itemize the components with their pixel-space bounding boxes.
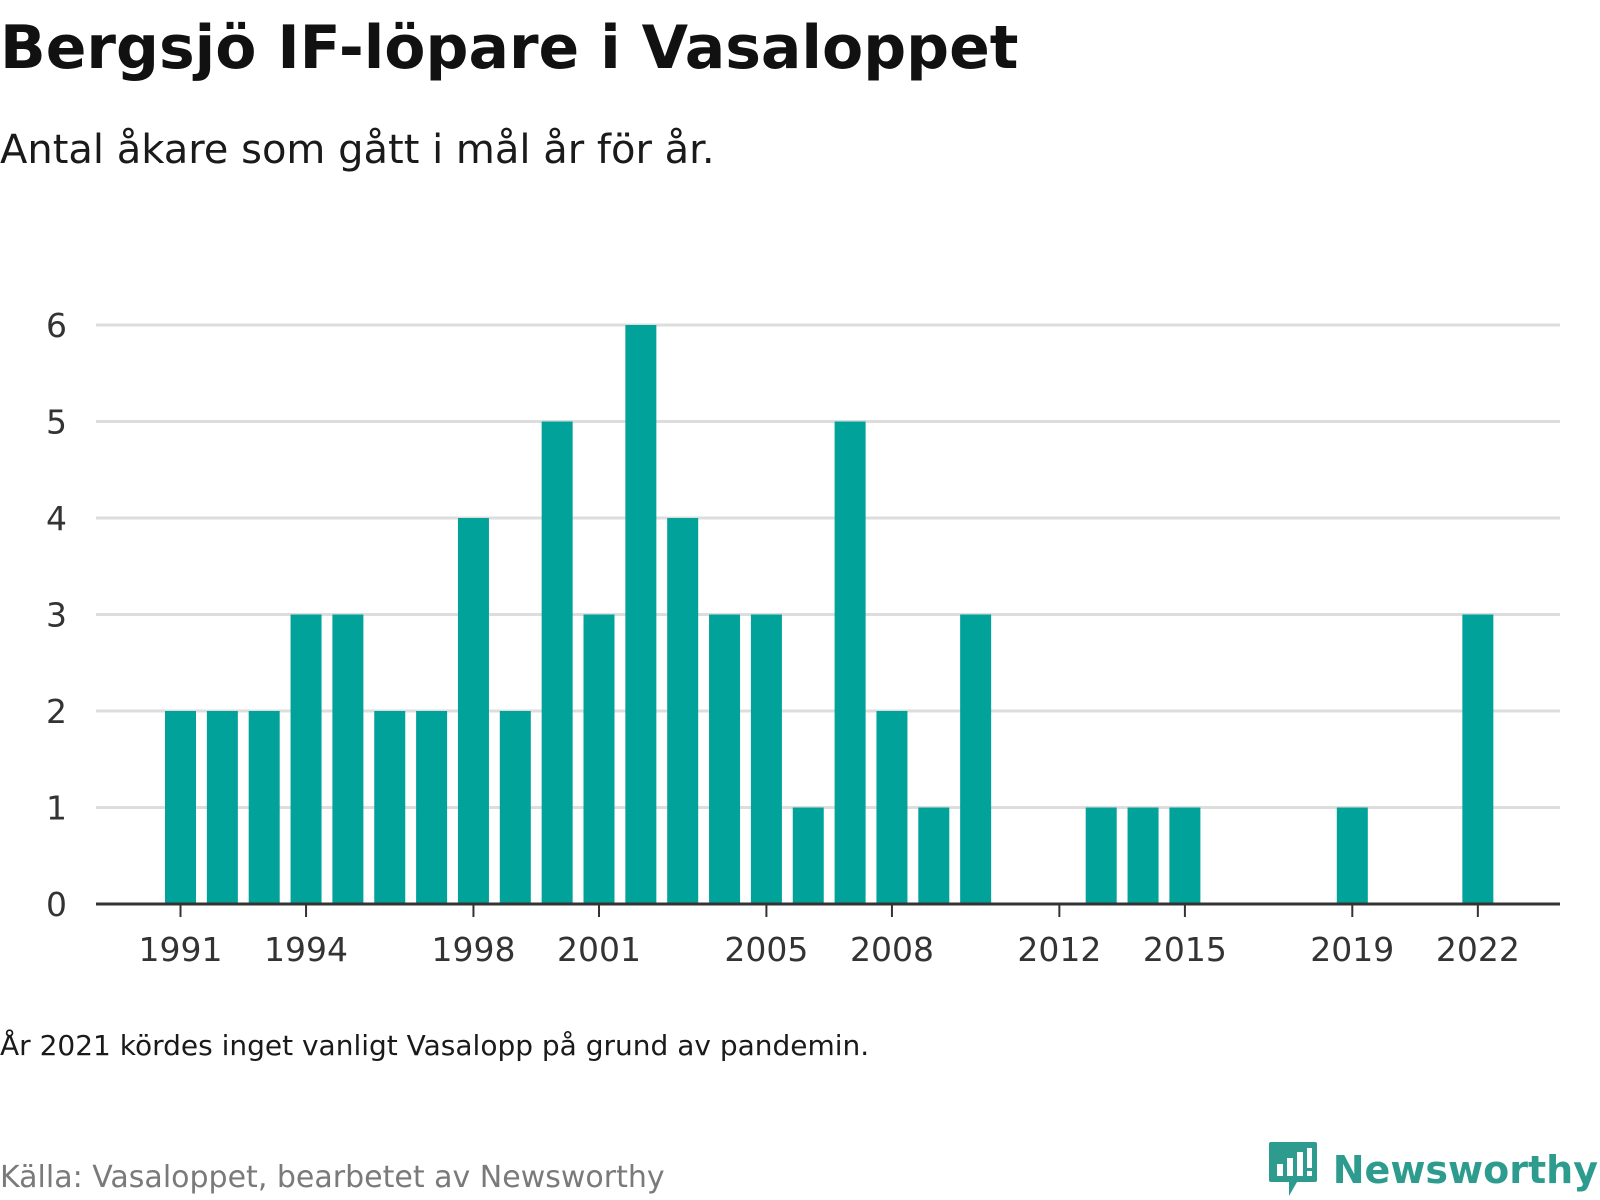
y-tick-label: 2 xyxy=(46,692,67,731)
bar xyxy=(499,711,531,904)
bar xyxy=(625,325,657,904)
bar xyxy=(1462,614,1494,904)
bar xyxy=(1085,807,1117,904)
brand-name: Newsworthy xyxy=(1332,1148,1598,1192)
y-axis-ticks: 0 1 2 3 4 5 6 xyxy=(46,306,67,924)
bar xyxy=(206,711,238,904)
y-tick-label: 0 xyxy=(46,885,67,924)
bar xyxy=(416,711,448,904)
x-tick-label: 1991 xyxy=(139,930,223,969)
bar xyxy=(165,711,196,904)
newsworthy-logo-icon xyxy=(1268,1142,1317,1196)
bar xyxy=(583,614,615,904)
bar xyxy=(1169,807,1201,904)
bar xyxy=(667,518,699,904)
x-tick-label: 2008 xyxy=(850,930,934,969)
y-tick-label: 1 xyxy=(46,789,67,828)
y-tick-label: 3 xyxy=(46,596,67,635)
bar xyxy=(1336,807,1368,904)
bar xyxy=(1127,807,1159,904)
y-tick-label: 5 xyxy=(46,403,67,442)
x-tick-label: 1994 xyxy=(264,930,348,969)
bar xyxy=(457,518,489,904)
chart-subtitle: Antal åkare som gått i mål år för år. xyxy=(0,127,715,173)
x-tick-label: 2001 xyxy=(557,930,641,969)
bar xyxy=(834,421,866,904)
x-tick-label: 2012 xyxy=(1017,930,1101,969)
x-axis-ticks: 1991 1994 1998 2001 2005 2008 2012 2015 2019 2022 xyxy=(139,904,1520,969)
x-tick-label: 2005 xyxy=(724,930,808,969)
brand-logo: Newsworthy xyxy=(1267,1140,1598,1200)
bar xyxy=(332,614,364,904)
bar xyxy=(960,614,992,904)
bar xyxy=(918,807,950,904)
x-tick-label: 2019 xyxy=(1310,930,1394,969)
bar xyxy=(792,807,824,904)
bar xyxy=(750,614,782,904)
x-tick-label: 1998 xyxy=(431,930,515,969)
source-credit: Källa: Vasaloppet, bearbetet av Newswort… xyxy=(0,1160,665,1195)
bar xyxy=(374,711,406,904)
bar xyxy=(290,614,322,904)
bar xyxy=(541,421,573,904)
bar xyxy=(248,711,280,904)
bar-chart: 0 1 2 3 4 5 6 1991 1994 1998 2001 2005 2008 2012 2015… xyxy=(46,306,1560,969)
x-tick-label: 2022 xyxy=(1436,930,1520,969)
bar xyxy=(709,614,741,904)
chart-note: År 2021 kördes inget vanligt Vasalopp på… xyxy=(0,1029,870,1062)
bar xyxy=(876,711,908,904)
y-tick-label: 4 xyxy=(46,499,67,538)
chart-title: Bergsjö IF-löpare i Vasaloppet xyxy=(0,13,1019,83)
y-tick-label: 6 xyxy=(46,306,67,345)
x-tick-label: 2015 xyxy=(1143,930,1227,969)
bars xyxy=(165,325,1494,904)
